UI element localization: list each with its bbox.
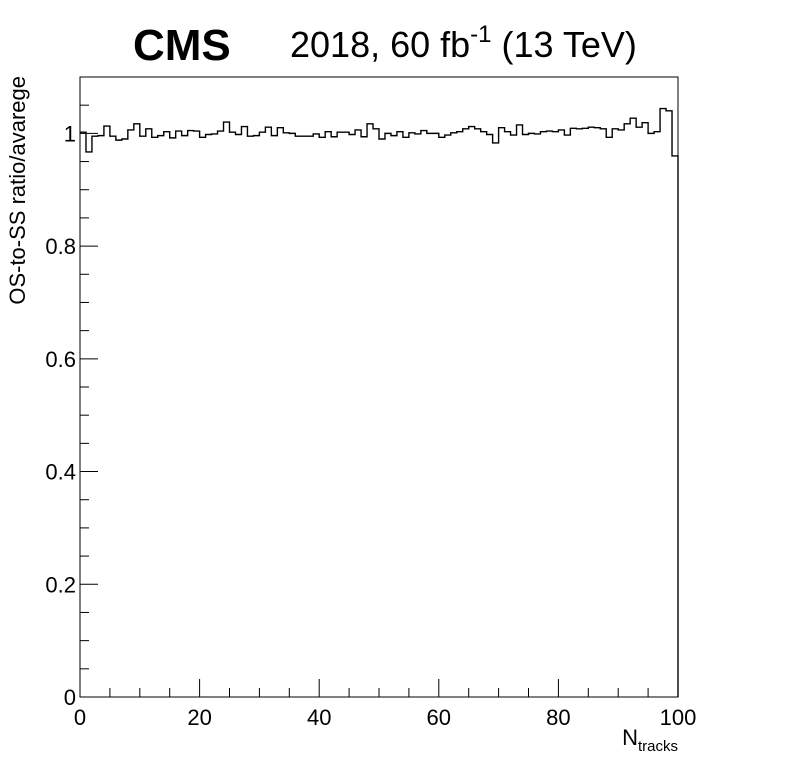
- x-axis-tick-labels: 0 20 40 60 80 100: [74, 705, 696, 730]
- y-tick-label: 1: [64, 121, 76, 146]
- y-axis-title: OS-to-SS ratio/avarege: [5, 76, 30, 305]
- y-tick-label: 0.4: [45, 460, 76, 485]
- x-tick-label: 20: [187, 705, 211, 730]
- y-tick-label: 0: [64, 685, 76, 710]
- x-tick-label: 0: [74, 705, 86, 730]
- histogram-series-line: [80, 107, 679, 697]
- y-tick-label: 0.6: [45, 347, 76, 372]
- x-axis-title: Ntracks: [622, 725, 678, 755]
- x-tick-label: 80: [546, 705, 570, 730]
- y-tick-label: 0.8: [45, 234, 76, 259]
- plot-frame: [79, 76, 679, 698]
- luminosity-main: 2018, 60 fb: [290, 24, 470, 65]
- y-axis-ticks: [80, 76, 98, 698]
- x-axis-ticks: [79, 679, 679, 697]
- x-tick-label: 100: [660, 705, 697, 730]
- luminosity-label: 2018, 60 fb-1 (13 TeV): [290, 21, 637, 65]
- x-axis-title-main: N: [622, 725, 638, 750]
- luminosity-superscript: -1: [470, 21, 491, 48]
- x-tick-label: 60: [427, 705, 451, 730]
- y-tick-label: 0.2: [45, 572, 76, 597]
- x-tick-label: 40: [307, 705, 331, 730]
- x-axis-title-subscript: tracks: [638, 738, 678, 755]
- experiment-label: CMS: [133, 21, 231, 70]
- luminosity-energy: (13 TeV): [492, 24, 637, 65]
- y-axis-tick-labels: 0 0.2 0.4 0.6 0.8 1: [45, 121, 76, 710]
